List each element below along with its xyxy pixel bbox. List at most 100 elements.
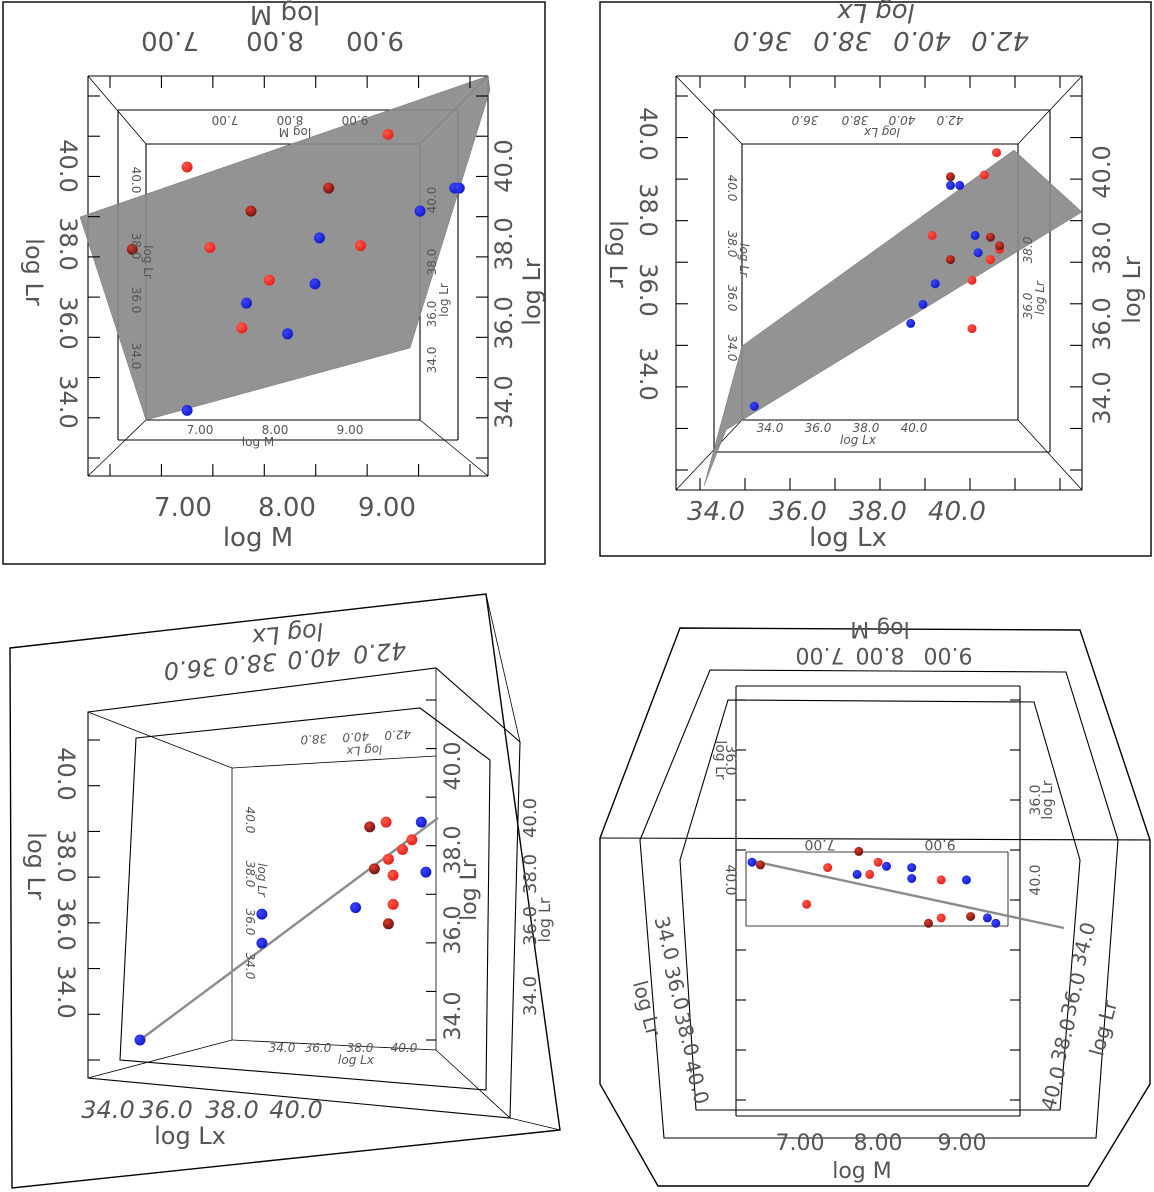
inner-y-tick-label: 34.0: [129, 343, 143, 370]
red-data-point: [967, 275, 977, 285]
x-tick-label: 34.0: [687, 497, 745, 527]
inner-y-tick-label: 40.0: [425, 187, 439, 214]
tick-labels-top-mirrored: 36.0 38.0 40.0 42.0 log Lx: [733, 0, 1029, 55]
inner-tick-label: 8.00: [262, 423, 289, 437]
red-data-point: [755, 860, 765, 870]
blue-data-point: [309, 278, 321, 290]
inner-top-tick-label: 9.00: [342, 113, 369, 127]
blue-data-point: [882, 861, 891, 871]
blue-data-point: [414, 205, 426, 217]
x-axis-label: log Lx: [809, 523, 887, 553]
inner-tick-label: 7.00: [187, 423, 214, 437]
inner-top-tick-label: 38.0: [841, 113, 868, 127]
red-data-point: [802, 899, 812, 909]
tick-labels-top-mirrored: 7.00 8.00 9.00 log M: [141, 0, 404, 55]
red-data-point: [873, 857, 883, 867]
red-data-point: [236, 322, 248, 334]
inner-y-tick-label: 34.0: [243, 953, 257, 980]
y-tick-label: 34.0: [520, 976, 541, 1016]
x-tick-label: 8.00: [258, 493, 316, 523]
y-tick-label: 38.0: [634, 183, 662, 236]
inner-box-labels: 7.00 8.00 9.00 log M 7.00 8.00 9.00 log …: [129, 113, 451, 449]
top-axis-label: log Lx: [250, 617, 325, 651]
inner-y-axis-label: log Lr: [712, 740, 728, 780]
inner-tick-label: 36.0: [805, 421, 832, 435]
blue-data-point: [946, 180, 955, 190]
red-data-point: [966, 912, 976, 921]
inner-y-tick-label: 36.0: [243, 909, 257, 936]
data-points: [749, 148, 1005, 411]
inner-y-tick-label: 40.0: [129, 167, 143, 194]
tick-labels-bottom: 7.00 8.00 9.00: [154, 493, 416, 523]
inner-y-axis-label: log Lr: [1033, 280, 1047, 315]
left-y-labels: 34.0 36.0 38.0 40.0 log Lr: [22, 747, 80, 1018]
y-tick-label: 38.0: [490, 217, 518, 270]
inner-top-tick-label: 7.00: [804, 836, 835, 852]
red-data-point: [865, 869, 875, 879]
y-tick-label: 34.0: [1066, 920, 1101, 969]
red-data-point: [382, 918, 394, 930]
red-data-point: [406, 834, 418, 846]
red-data-point: [245, 205, 257, 217]
y-tick-label: 34.0: [490, 375, 518, 428]
blue-data-point: [918, 299, 928, 309]
inner-box-labels: 34.0 36.0 38.0 40.0 log Lx 36.0 38.0 40.…: [725, 113, 1047, 447]
red-data-point: [985, 232, 995, 242]
inner-y-tick-label: 34.0: [725, 335, 739, 362]
red-data-point: [387, 869, 399, 881]
x-tick-label: 8.00: [854, 1131, 903, 1156]
blue-data-point: [973, 248, 983, 258]
inner-tick-label: 38.0: [347, 1041, 374, 1055]
top-tick-label: 38.0: [222, 647, 278, 680]
y-tick-label: 38.0: [669, 1010, 704, 1059]
inner-y-tick-label: 38.0: [1021, 236, 1035, 263]
top-tick-label: 7.00: [796, 642, 845, 667]
panel-frame: [599, 1, 1152, 557]
inner-top-tick-label: 7.00: [212, 113, 239, 127]
y-axis-label: log Lr: [604, 220, 632, 288]
top-tick-label: 8.00: [856, 642, 905, 667]
red-data-point: [967, 324, 977, 334]
top-tick-label: 42.0: [971, 25, 1029, 55]
perspective-box: [675, 75, 1083, 491]
x-tick-label: 40.0: [928, 497, 986, 527]
y-tick-label: 40.0: [520, 798, 541, 838]
x-tick-label: 36.0: [769, 497, 827, 527]
y-tick-label: 40.0: [52, 747, 80, 800]
red-data-point: [946, 255, 955, 265]
fit-plane: [79, 75, 491, 421]
blue-data-point: [453, 182, 465, 194]
tick-labels-bottom: 34.0 36.0 38.0 40.0: [81, 1096, 322, 1124]
y-axis-label: log Lr: [628, 978, 666, 1039]
x-tick-label: 7.00: [154, 493, 212, 523]
data-points: [747, 846, 1001, 928]
blue-data-point: [749, 401, 759, 411]
y-tick-label: 38.0: [1088, 221, 1116, 274]
inner-top-axis-label: log M: [279, 125, 311, 139]
red-data-point: [985, 255, 995, 265]
inner-tick-label: 9.00: [337, 423, 364, 437]
red-data-point: [992, 148, 1001, 158]
blue-data-point: [982, 913, 992, 923]
x-tick-label: 9.00: [358, 493, 416, 523]
y-tick-label: 38.0: [54, 217, 82, 270]
red-data-point: [397, 844, 408, 855]
tick-labels-bottom: 34.0 36.0 38.0 40.0: [687, 497, 986, 527]
tick-labels-top-mirrored: 7.00 8.00 9.00 log M: [796, 616, 973, 667]
blue-data-point: [961, 875, 971, 885]
y-tick-label: 38.0: [441, 826, 466, 875]
blue-data-point: [907, 874, 917, 883]
blue-data-point: [241, 297, 252, 309]
inner-tick-label: 40.0: [901, 421, 928, 435]
x-tick-label: 7.00: [776, 1131, 825, 1156]
inner-y-tick-label: 38.0: [243, 861, 257, 888]
blue-data-point: [420, 866, 432, 878]
y-tick-label: 34.0: [1088, 371, 1116, 424]
right-y-labels: 34.0 36.0 38.0 40.0 log Lr: [1036, 920, 1122, 1113]
inner-top-tick-label: 40.0: [888, 113, 915, 127]
y-tick-label: 34.0: [52, 965, 80, 1018]
blue-data-point: [852, 869, 862, 879]
y-tick-label: 36.0: [634, 263, 662, 316]
tick-marks: [736, 699, 1020, 1101]
